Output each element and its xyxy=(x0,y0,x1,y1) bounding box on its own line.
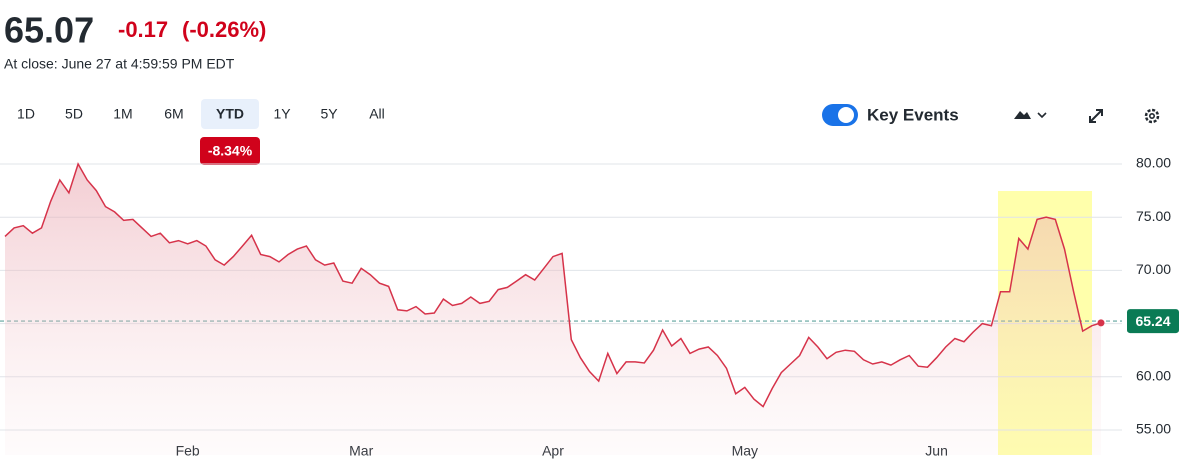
chart-type-icon[interactable] xyxy=(1014,111,1031,119)
change-pct: (-0.26%) xyxy=(182,17,266,42)
range-buttons: 1D 5D 1M 6M YTD 1Y 5Y All xyxy=(17,99,385,129)
chart-type-caret[interactable] xyxy=(1037,112,1047,119)
plot: 55.0060.0065.0070.0075.0080.00FebMarAprM… xyxy=(0,155,1179,459)
y-tick-label: 75.00 xyxy=(1136,208,1171,224)
range-button[interactable]: 1Y xyxy=(273,106,291,122)
y-tick-label: 60.00 xyxy=(1136,368,1171,384)
range-button[interactable]: 1D xyxy=(17,106,35,122)
change: -0.17 xyxy=(118,17,168,42)
toggle-knob xyxy=(838,107,854,123)
y-tick-label: 55.00 xyxy=(1136,421,1171,437)
expand-icon[interactable] xyxy=(1089,109,1103,123)
previous-close-badge xyxy=(1127,309,1179,334)
price-line xyxy=(4,162,1102,408)
range-change: -8.34% xyxy=(208,143,253,159)
range-button[interactable]: 5D xyxy=(65,106,83,122)
y-tick-label: 80.00 xyxy=(1136,155,1171,171)
last-point xyxy=(1097,319,1105,327)
key-events[interactable]: Key Events xyxy=(867,105,959,124)
settings-icon[interactable] xyxy=(1144,108,1160,124)
settings-icon-center xyxy=(1149,113,1156,120)
area xyxy=(5,164,1101,455)
range-button[interactable]: 1M xyxy=(113,106,132,122)
range-button[interactable]: All xyxy=(369,106,385,122)
range-button[interactable]: 5Y xyxy=(320,106,338,122)
range-button[interactable]: YTD xyxy=(216,106,244,122)
price: 65.07 xyxy=(4,10,94,51)
range-selected-bg xyxy=(201,99,259,129)
y-tick-label: 70.00 xyxy=(1136,261,1171,277)
previous-close-label: 65.24 xyxy=(1135,313,1170,329)
range-change-badge xyxy=(200,137,260,165)
range-button[interactable]: 6M xyxy=(164,106,183,122)
close-note: At close: June 27 at 4:59:59 PM EDT xyxy=(4,56,235,72)
